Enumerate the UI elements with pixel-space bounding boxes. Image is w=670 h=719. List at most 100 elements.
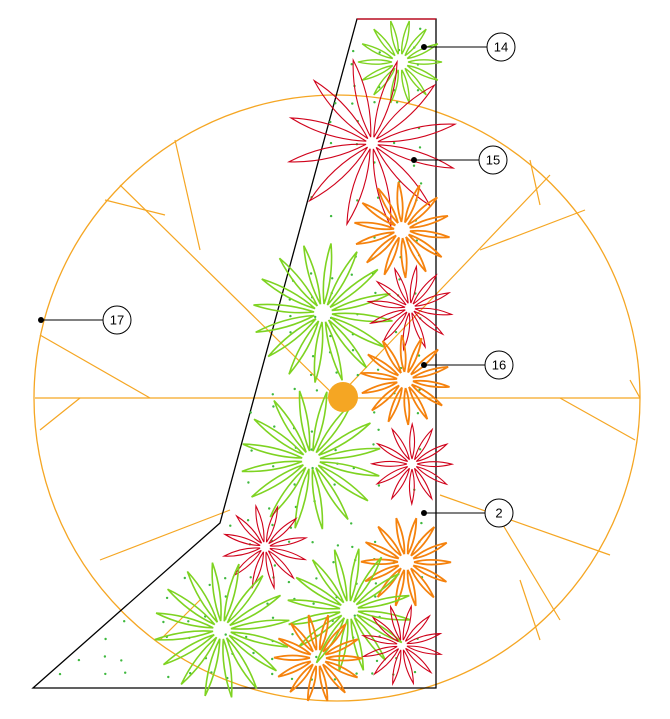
plant-symbol [253,243,393,383]
seed-dot [332,561,335,564]
plant-petal [331,312,393,323]
plant-petal [278,257,319,307]
seed-dot [250,449,253,452]
seed-dot [377,484,381,487]
plant-petal [355,231,395,245]
plant-petal [402,312,411,352]
plant-petal [408,468,415,507]
plant-petal [306,665,318,702]
plant-symbol [354,181,450,279]
plant-petal [327,319,368,369]
plant-petal [399,334,407,373]
seed-dot [287,580,291,584]
plant-petal [325,655,363,662]
plant-petal [410,383,443,407]
seed-dot [378,51,381,54]
seed-dot [329,141,333,145]
plant-symbol [241,390,381,530]
plant-petal [390,69,400,104]
callout-label: 2 [495,506,502,521]
plant-petal [406,645,444,655]
seed-dot [394,330,398,334]
seed-dot [103,655,107,658]
seed-dot [331,277,334,280]
seed-dot [334,102,337,105]
seed-dot [77,658,81,662]
seed-dot [271,393,274,396]
plant-petal [377,525,402,557]
plant-petal [180,636,218,685]
plant-symbol [360,334,450,426]
seed-dot [224,595,227,598]
callout-label: 14 [494,40,508,55]
plant-petal [356,613,403,644]
seed-dot [210,671,213,674]
plant-petal [354,221,395,231]
seed-dot [224,577,227,580]
seed-dot [124,671,127,674]
seed-dot [418,448,422,451]
seed-dot [351,349,355,352]
plant-petal [186,570,219,623]
seed-dot [329,214,333,218]
seed-dot [165,596,169,600]
callout-label: 15 [486,153,500,168]
seed-dot [374,582,378,585]
seed-dot [315,577,318,580]
seed-dot [350,62,353,66]
seed-dot [273,425,276,428]
plant-petal [288,117,367,142]
plant-petal [365,541,400,560]
plant-petal [414,292,452,307]
plant-petal [361,381,398,394]
seed-dot [329,334,332,338]
plant-petal [366,300,406,309]
seed-dot [247,481,250,484]
plant-petal [394,569,406,607]
plant-petal [357,594,410,609]
plant-petal [412,541,448,560]
plant-petal [269,537,309,547]
plant-petal [412,564,447,583]
plant-petal [322,663,346,694]
plant-petal [242,443,303,459]
plant-petal [409,229,450,239]
plant-petal [406,517,418,555]
seed-dot [416,89,420,92]
plant-petal [375,83,436,140]
plant-petal [405,236,427,273]
plant-petal [353,616,387,661]
plant-petal [331,293,391,312]
seed-dot [314,315,317,319]
plant-petal [322,243,333,305]
plant-petal [273,400,307,453]
seed-dot [413,670,417,674]
plant-petal [406,569,417,607]
seed-dot [418,388,421,391]
seed-dot [333,678,337,681]
plant-petal [352,57,372,138]
plant-petal [255,503,265,543]
plant-petal [369,460,408,467]
plant-symbol [369,421,455,507]
plant-petal [412,366,449,379]
plant-petal [402,603,412,641]
seed-dot [183,576,186,580]
plant-petal [406,64,439,81]
seed-dot [353,614,356,617]
plant-petal [396,181,404,223]
plant-petal [373,59,398,138]
plant-petal [225,637,258,690]
plant-petal [261,278,316,310]
plant-petal [269,466,307,518]
seed-dot [376,368,380,371]
plant-petal [403,387,411,426]
plant-petal [373,28,396,57]
seed-dot [271,672,274,676]
plant-petal [287,599,341,610]
seed-dot [311,355,315,358]
plant-petal [273,654,311,661]
plant-petal [413,310,445,336]
plant-petal [267,550,295,580]
